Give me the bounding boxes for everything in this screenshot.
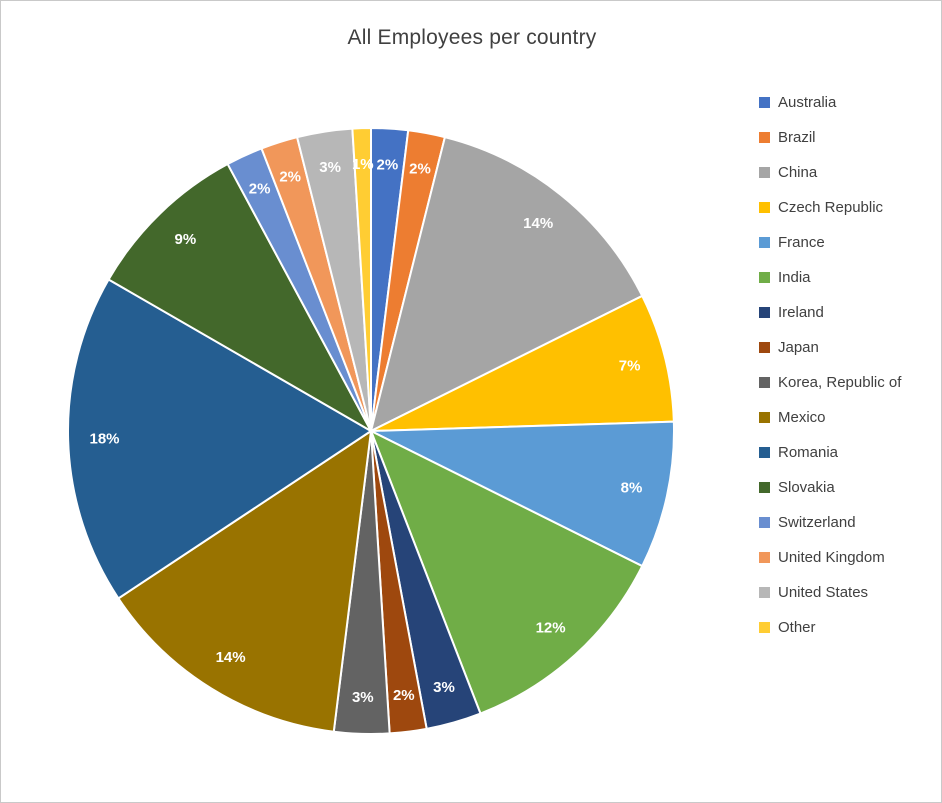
legend-swatch-united-kingdom — [759, 551, 770, 563]
pie-slice-china[interactable] — [370, 136, 644, 432]
legend-label-united-kingdom: United Kingdom — [778, 548, 885, 566]
legend-item-australia[interactable]: Australia — [759, 91, 901, 113]
legend-label-romania: Romania — [778, 443, 839, 461]
legend-item-romania[interactable]: Romania — [759, 441, 901, 463]
pie-slice-mexico[interactable] — [117, 430, 372, 733]
pie-slice-czech-republic[interactable] — [370, 294, 675, 432]
pie-label-brazil: 2% — [409, 160, 431, 177]
pie-label-other: 1% — [352, 156, 374, 173]
pie-slice-slovakia[interactable] — [107, 163, 372, 432]
pie-label-switzerland: 2% — [249, 180, 271, 197]
legend-swatch-india — [759, 271, 770, 283]
legend-swatch-brazil — [759, 131, 770, 143]
legend-item-china[interactable]: China — [759, 161, 901, 183]
legend-item-ireland[interactable]: Ireland — [759, 301, 901, 323]
pie-label-slovakia: 9% — [175, 231, 197, 248]
pie-label-france: 8% — [621, 480, 643, 497]
legend-item-united-states[interactable]: United States — [759, 581, 901, 603]
legend-label-czech-republic: Czech Republic — [778, 198, 884, 216]
pie-label-czech-republic: 7% — [619, 358, 641, 375]
pie-slice-india[interactable] — [370, 430, 644, 715]
legend-swatch-china — [759, 166, 770, 178]
legend-label-australia: Australia — [778, 93, 837, 111]
legend-swatch-slovakia — [759, 481, 770, 493]
pie-label-mexico: 14% — [216, 649, 246, 666]
legend-swatch-australia — [759, 96, 770, 108]
pie-label-china: 14% — [523, 215, 553, 232]
legend-label-brazil: Brazil — [778, 128, 816, 146]
legend-swatch-switzerland — [759, 516, 770, 528]
pie-label-australia: 2% — [377, 156, 399, 173]
chart-title: All Employees per country — [347, 26, 597, 49]
legend-label-switzerland: Switzerland — [778, 513, 856, 531]
legend-swatch-united-states — [759, 586, 770, 598]
pie-label-united-states: 3% — [319, 159, 341, 176]
legend-label-united-states: United States — [778, 583, 869, 601]
legend-item-france[interactable]: France — [759, 231, 901, 253]
legend-item-switzerland[interactable]: Switzerland — [759, 511, 901, 533]
pie-label-united-kingdom: 2% — [279, 168, 301, 185]
legend-swatch-ireland — [759, 306, 770, 318]
legend-item-czech-republic[interactable]: Czech Republic — [759, 196, 901, 218]
pie-label-japan: 2% — [393, 687, 415, 704]
legend-swatch-japan — [759, 341, 770, 353]
legend-swatch-korea-republic-of — [759, 376, 770, 388]
pie-slice-romania[interactable] — [67, 278, 372, 600]
legend-swatch-czech-republic — [759, 201, 770, 213]
legend-label-other: Other — [778, 618, 816, 636]
pie-slice-other[interactable] — [351, 126, 372, 432]
legend-item-other[interactable]: Other — [759, 616, 901, 638]
legend-label-china: China — [778, 163, 818, 181]
legend-item-india[interactable]: India — [759, 266, 901, 288]
pie-label-india: 12% — [536, 620, 566, 637]
legend-label-india: India — [778, 268, 811, 286]
legend-item-slovakia[interactable]: Slovakia — [759, 476, 901, 498]
legend-swatch-mexico — [759, 411, 770, 423]
pie-label-korea-republic-of: 3% — [352, 689, 374, 706]
legend-item-mexico[interactable]: Mexico — [759, 406, 901, 428]
legend-item-japan[interactable]: Japan — [759, 336, 901, 358]
legend-item-brazil[interactable]: Brazil — [759, 126, 901, 148]
legend-swatch-france — [759, 236, 770, 248]
legend: Australia Brazil China Czech Republic France… — [759, 91, 901, 638]
legend-item-korea-republic-of[interactable]: Korea, Republic of — [759, 371, 901, 393]
legend-label-france: France — [778, 233, 825, 251]
legend-item-united-kingdom[interactable]: United Kingdom — [759, 546, 901, 568]
pie-label-ireland: 3% — [433, 679, 455, 696]
pie-slice-france[interactable] — [370, 420, 675, 568]
legend-label-slovakia: Slovakia — [778, 478, 835, 496]
legend-label-korea-republic-of: Korea, Republic of — [778, 373, 902, 391]
legend-label-japan: Japan — [778, 338, 819, 356]
legend-swatch-other — [759, 621, 770, 633]
pie-label-romania: 18% — [89, 431, 119, 448]
legend-label-mexico: Mexico — [778, 408, 826, 426]
legend-label-ireland: Ireland — [778, 303, 824, 321]
legend-swatch-romania — [759, 446, 770, 458]
